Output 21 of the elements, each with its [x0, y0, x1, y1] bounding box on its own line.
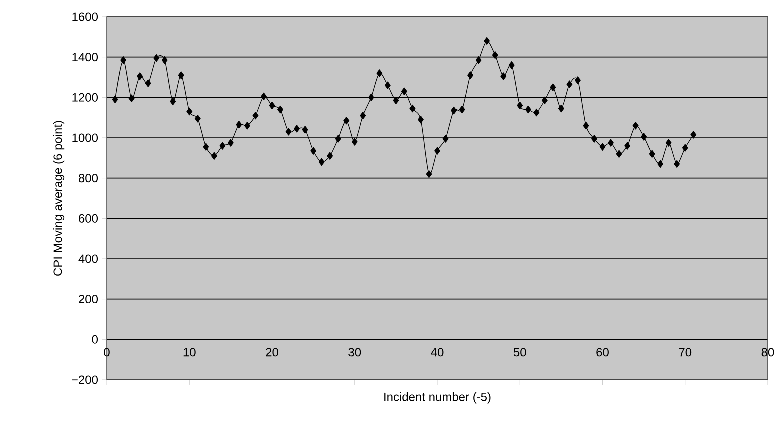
y-tick-label: 200 — [79, 295, 98, 304]
x-tick-label: 0 — [104, 348, 110, 357]
y-tick-label: 800 — [78, 174, 98, 183]
y-tick-label: 1200 — [72, 93, 98, 102]
x-tick-label: 40 — [431, 348, 444, 357]
y-tick-label: 1000 — [72, 134, 98, 142]
x-tick-label: 20 — [266, 348, 278, 357]
y-tick-label: 1600 — [72, 12, 98, 22]
x-tick-label: 10 — [184, 348, 196, 357]
y-tick-label: 1400 — [72, 53, 98, 62]
x-tick-label: 70 — [679, 348, 692, 357]
x-tick-label: 30 — [348, 348, 362, 357]
x-axis-title: Incident number (-5) — [384, 392, 491, 404]
y-tick-label: −200 — [72, 376, 98, 384]
x-tick-label: 60 — [596, 348, 609, 357]
y-axis-title: CPI Moving average (6 point) — [53, 121, 65, 276]
y-tick-label: 600 — [79, 214, 98, 223]
x-tick-label: 50 — [514, 348, 526, 357]
x-tick-label: 80 — [762, 348, 774, 357]
y-tick-label: 400 — [78, 254, 98, 264]
y-tick-label: 0 — [92, 335, 98, 344]
